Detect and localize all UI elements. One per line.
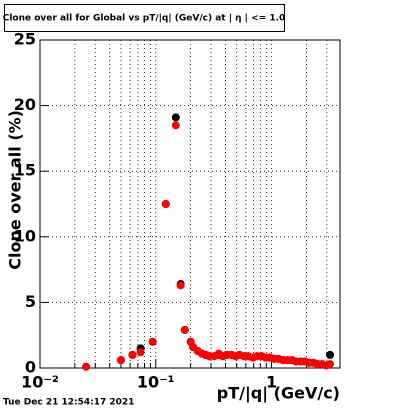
y-tick-label: 0 bbox=[25, 358, 36, 377]
point bbox=[116, 356, 125, 365]
point bbox=[171, 121, 180, 130]
y-tick-label: 25 bbox=[14, 30, 36, 49]
x-tick-label: 1 bbox=[266, 373, 277, 392]
point bbox=[161, 200, 170, 208]
point bbox=[171, 113, 180, 122]
point bbox=[148, 337, 157, 346]
plot-frame bbox=[39, 39, 341, 369]
timestamp: Tue Dec 21 12:54:17 2021 bbox=[3, 398, 134, 408]
point bbox=[180, 325, 189, 334]
point bbox=[82, 362, 91, 371]
y-tick-label: 15 bbox=[14, 161, 36, 180]
point bbox=[128, 350, 137, 359]
y-axis-label: Clone over all (%) bbox=[6, 110, 25, 270]
point bbox=[136, 348, 145, 357]
point bbox=[326, 350, 335, 359]
point bbox=[176, 281, 185, 290]
title-box bbox=[4, 4, 285, 32]
x-tick-label: 10⁻¹ bbox=[137, 373, 175, 392]
x-axis-label: pT/|q| (GeV/c) bbox=[217, 384, 340, 404]
y-tick-label: 5 bbox=[25, 292, 36, 311]
y-tick-label: 20 bbox=[14, 95, 36, 114]
point bbox=[326, 360, 335, 369]
y-tick-label: 10 bbox=[14, 226, 36, 245]
x-tick-label: 10⁻² bbox=[21, 373, 59, 392]
chart-title: Clone over all for Global vs pT/|q| (GeV… bbox=[3, 14, 286, 24]
